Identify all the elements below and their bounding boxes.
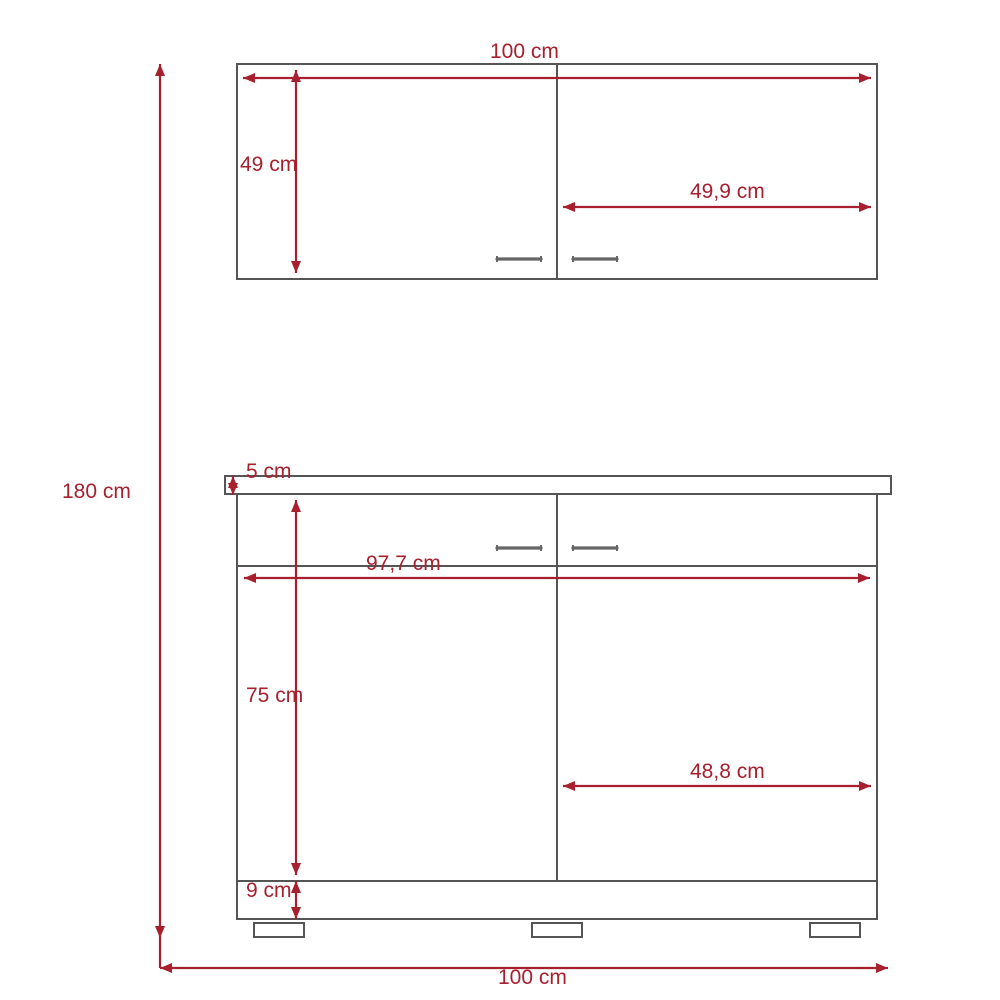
plinth	[237, 881, 877, 919]
dim-body-height: 75 cm	[246, 684, 303, 708]
dim-plinth-height: 9 cm	[246, 879, 292, 903]
countertop	[225, 476, 891, 494]
dim-overall-height: 180 cm	[62, 480, 131, 504]
dim-lower-door-width: 48,8 cm	[690, 760, 765, 784]
dim-countertop-thickness: 5 cm	[246, 460, 292, 484]
dim-upper-door-width: 49,9 cm	[690, 180, 765, 204]
dim-upper-width: 100 cm	[490, 40, 559, 64]
dim-upper-height: 49 cm	[240, 153, 297, 177]
dim-inner-width: 97,7 cm	[366, 552, 441, 576]
dim-overall-width: 100 cm	[498, 966, 567, 990]
technical-drawing	[0, 0, 1000, 1000]
